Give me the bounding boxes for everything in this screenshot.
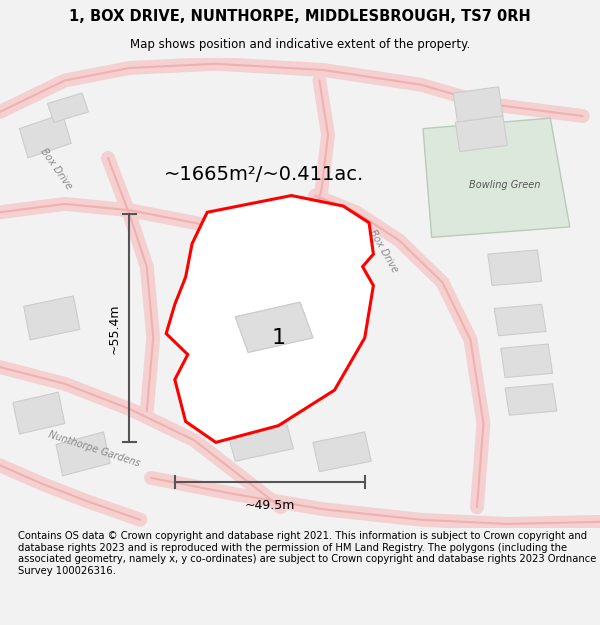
Polygon shape <box>488 250 542 286</box>
Text: Contains OS data © Crown copyright and database right 2021. This information is : Contains OS data © Crown copyright and d… <box>18 531 596 576</box>
Polygon shape <box>235 302 313 352</box>
Polygon shape <box>235 302 313 352</box>
Polygon shape <box>501 344 553 377</box>
Polygon shape <box>24 296 80 340</box>
Polygon shape <box>166 196 373 442</box>
Polygon shape <box>423 118 570 238</box>
Polygon shape <box>313 432 371 472</box>
Polygon shape <box>227 418 293 461</box>
Polygon shape <box>505 384 557 415</box>
Text: 1, BOX DRIVE, NUNTHORPE, MIDDLESBROUGH, TS7 0RH: 1, BOX DRIVE, NUNTHORPE, MIDDLESBROUGH, … <box>69 9 531 24</box>
Text: Box Drive: Box Drive <box>367 228 400 274</box>
Text: Nunthorpe Gardens: Nunthorpe Gardens <box>47 429 142 468</box>
Polygon shape <box>494 304 546 336</box>
Polygon shape <box>19 114 71 158</box>
Polygon shape <box>453 87 503 123</box>
Polygon shape <box>455 116 507 152</box>
Text: Box Drive: Box Drive <box>38 146 74 191</box>
Text: Bowling Green: Bowling Green <box>469 180 541 190</box>
Polygon shape <box>13 392 65 434</box>
Text: ~49.5m: ~49.5m <box>245 499 295 512</box>
Text: ~55.4m: ~55.4m <box>108 303 121 354</box>
Text: ~1665m²/~0.411ac.: ~1665m²/~0.411ac. <box>164 165 364 184</box>
Text: Map shows position and indicative extent of the property.: Map shows position and indicative extent… <box>130 38 470 51</box>
Polygon shape <box>47 93 88 122</box>
Text: 1: 1 <box>271 328 286 348</box>
Polygon shape <box>56 432 110 476</box>
